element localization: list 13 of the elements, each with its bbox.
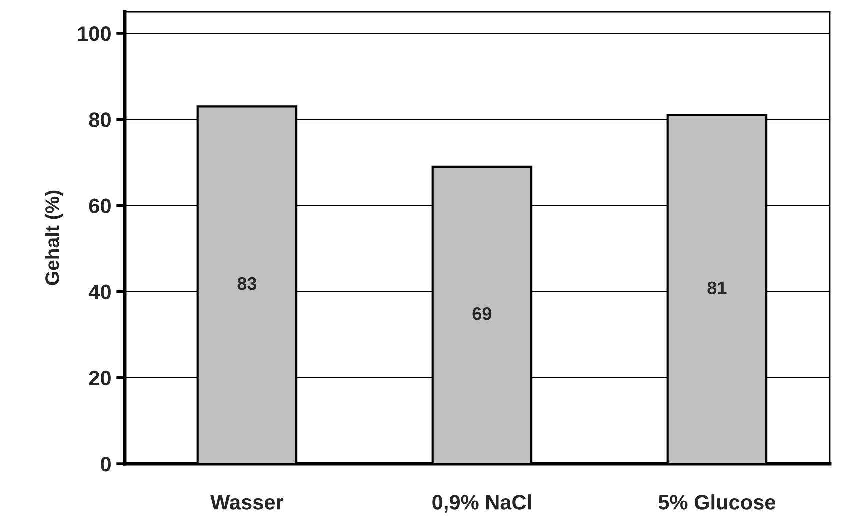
y-tick-label: 40 bbox=[88, 284, 111, 300]
data-label: 69 bbox=[472, 308, 492, 320]
x-tick-label: 5% Glucose bbox=[658, 494, 776, 510]
data-label: 83 bbox=[238, 277, 257, 290]
data-label: 81 bbox=[708, 282, 727, 295]
y-tick-label: 80 bbox=[89, 112, 111, 128]
y-tick-label: 100 bbox=[78, 26, 111, 42]
y-tick-label: 0 bbox=[101, 457, 111, 472]
y-axis-title: Gehalt (%) bbox=[45, 190, 64, 286]
y-tick-label: 20 bbox=[89, 370, 111, 386]
y-tick-label: 60 bbox=[89, 198, 111, 214]
x-tick-label: Wasser bbox=[210, 495, 284, 510]
x-tick-label: 0,9% NaCl bbox=[432, 494, 532, 513]
